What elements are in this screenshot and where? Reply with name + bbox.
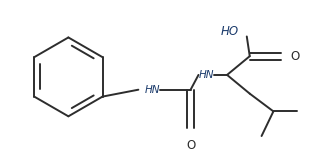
Text: O: O: [290, 50, 299, 63]
Text: HN: HN: [144, 85, 160, 95]
Text: O: O: [186, 139, 195, 152]
Text: HN: HN: [199, 70, 214, 80]
Text: HO: HO: [221, 25, 239, 38]
